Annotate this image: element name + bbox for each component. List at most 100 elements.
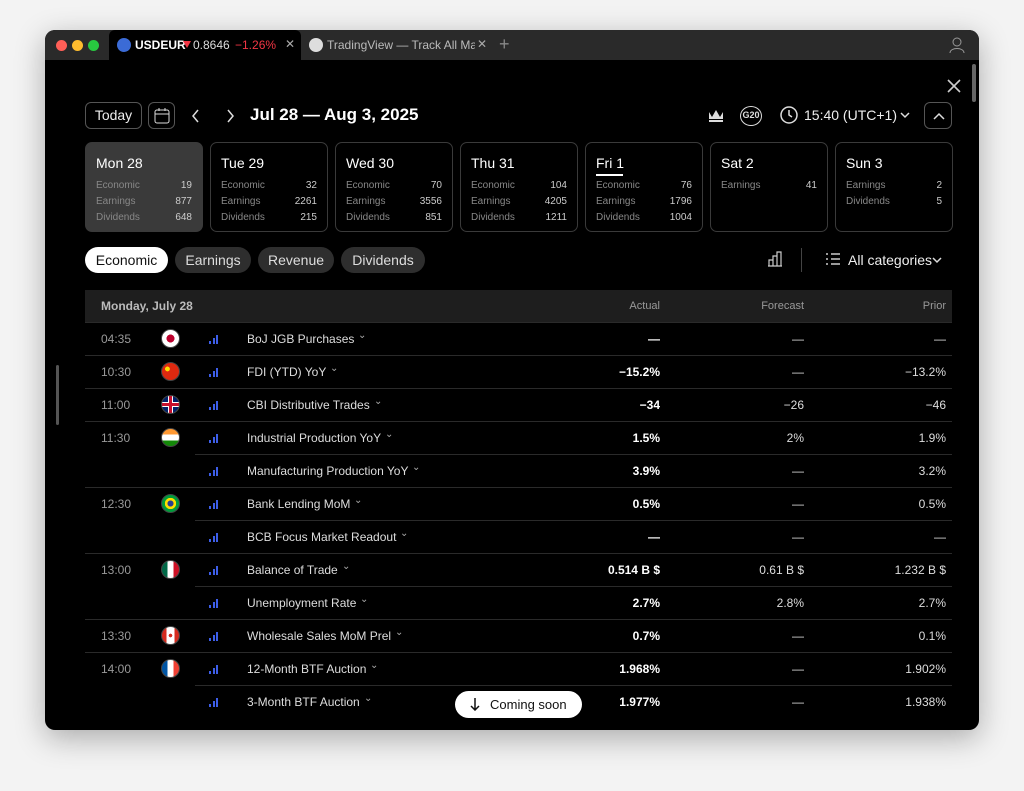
day-card[interactable]: Fri 1 Economic 76 Earnings 1796 Dividends 1004 bbox=[585, 142, 703, 232]
count-value: 5 bbox=[936, 196, 942, 207]
tab-close[interactable]: ✕ bbox=[477, 37, 488, 51]
importance-bar bbox=[212, 536, 215, 542]
count-value: 19 bbox=[180, 180, 192, 191]
day-card[interactable]: Mon 28 Economic 19 Earnings 877 Dividends 648 bbox=[85, 142, 203, 232]
actual-value: — bbox=[648, 530, 660, 544]
count-value: 1211 bbox=[545, 212, 567, 223]
event-row[interactable]: 04:35 BoJ JGB Purchases ⌄ — — — bbox=[85, 322, 952, 355]
count-value: 851 bbox=[425, 212, 442, 223]
close-dot[interactable] bbox=[56, 40, 67, 51]
event-row[interactable]: 13:00 Balance of Trade ⌄ 0.514 B $ 0.61 B $ 1… bbox=[85, 553, 952, 586]
count-value: 2 bbox=[936, 180, 942, 191]
importance-icon bbox=[209, 665, 219, 674]
selected-underline bbox=[596, 174, 623, 176]
filter-pill[interactable]: Revenue bbox=[258, 247, 334, 273]
count-label: Earnings bbox=[346, 196, 386, 207]
event-chevron: ⌄ bbox=[400, 528, 409, 539]
count-label: Dividends bbox=[596, 212, 640, 223]
calendar-button[interactable] bbox=[148, 102, 175, 129]
timezone-chevron[interactable] bbox=[900, 112, 910, 119]
prior-value: 1.9% bbox=[918, 431, 946, 445]
count-label: Earnings bbox=[471, 196, 511, 207]
g20-button[interactable]: G20 bbox=[740, 106, 762, 126]
categories-button[interactable]: All categories bbox=[848, 252, 933, 268]
importance-bar bbox=[216, 335, 218, 344]
count-label: Economic bbox=[471, 180, 515, 191]
event-time: 12:30 bbox=[101, 497, 132, 511]
active-tab[interactable]: USDEUR 0.8646 −1.26% ✕ bbox=[109, 30, 301, 60]
event-row[interactable]: 12:30 Bank Lending MoM ⌄ 0.5% — 0.5% bbox=[85, 487, 952, 520]
day-card[interactable]: Wed 30 Economic 70 Earnings 3556 Dividends 851 bbox=[335, 142, 453, 232]
collapse-button[interactable] bbox=[924, 102, 952, 129]
forecast-value: −26 bbox=[783, 398, 804, 412]
prior-value: −13.2% bbox=[904, 365, 946, 379]
importance-bar bbox=[209, 572, 211, 575]
actual-value: 1.5% bbox=[632, 431, 660, 445]
minimize-dot[interactable] bbox=[72, 40, 83, 51]
event-row[interactable]: 11:00 CBI Distributive Trades ⌄ −34 −26 −46 bbox=[85, 388, 952, 421]
day-card[interactable]: Thu 31 Economic 104 Earnings 4205 Dividends 12… bbox=[460, 142, 578, 232]
coming-soon-toast[interactable]: Coming soon bbox=[455, 691, 582, 718]
event-row[interactable]: 11:30 Industrial Production YoY ⌄ 1.5% 2% 1.9… bbox=[85, 421, 952, 454]
event-chevron: ⌄ bbox=[395, 627, 404, 638]
count-value: 70 bbox=[430, 180, 442, 191]
importance-bar bbox=[212, 371, 215, 377]
importance-bar bbox=[212, 404, 215, 410]
prior-value: — bbox=[934, 332, 946, 346]
crown-icon[interactable] bbox=[708, 108, 724, 122]
row-border bbox=[85, 421, 952, 422]
table-date: Monday, July 28 bbox=[101, 299, 193, 313]
forecast-value: — bbox=[792, 662, 804, 676]
actual-value: −15.2% bbox=[618, 365, 660, 379]
filter-pill[interactable]: Earnings bbox=[175, 247, 251, 273]
prior-value: — bbox=[934, 530, 946, 544]
count-label: Dividends bbox=[96, 212, 140, 223]
count-value: 41 bbox=[805, 180, 817, 191]
filter-pill[interactable]: Dividends bbox=[341, 247, 425, 273]
event-row[interactable]: BCB Focus Market Readout ⌄ — — — bbox=[85, 520, 952, 553]
filter-pill[interactable]: Economic bbox=[85, 247, 168, 273]
chart-icon[interactable] bbox=[767, 251, 783, 267]
country-flag bbox=[161, 362, 180, 381]
row-border bbox=[85, 388, 952, 389]
event-row[interactable]: 13:30 Wholesale Sales MoM Prel ⌄ 0.7% — 0.1% bbox=[85, 619, 952, 652]
importance-bar bbox=[212, 338, 215, 344]
zoom-dot[interactable] bbox=[88, 40, 99, 51]
forecast-value: — bbox=[792, 365, 804, 379]
close-button[interactable] bbox=[947, 79, 961, 93]
next-week[interactable] bbox=[225, 109, 235, 123]
importance-bar bbox=[212, 503, 215, 509]
event-name: 3-Month BTF Auction bbox=[247, 695, 360, 709]
day-card[interactable]: Sun 3 Earnings 2 Dividends 5 bbox=[835, 142, 953, 232]
row-border bbox=[85, 619, 952, 620]
importance-bar bbox=[212, 569, 215, 575]
event-row[interactable]: Manufacturing Production YoY ⌄ 3.9% — 3.2% bbox=[85, 454, 952, 487]
event-row[interactable]: Unemployment Rate ⌄ 2.7% 2.8% 2.7% bbox=[85, 586, 952, 619]
prior-value: 0.1% bbox=[918, 629, 946, 643]
day-card[interactable]: Sat 2 Earnings 41 bbox=[710, 142, 828, 232]
prev-week[interactable] bbox=[191, 109, 201, 123]
importance-bar bbox=[216, 401, 218, 410]
count-value: 215 bbox=[300, 212, 317, 223]
row-border bbox=[85, 487, 952, 488]
count-label: Economic bbox=[346, 180, 390, 191]
timezone[interactable]: 15:40 (UTC+1) bbox=[804, 107, 897, 123]
importance-bar bbox=[209, 407, 211, 410]
new-tab[interactable]: + bbox=[499, 34, 510, 54]
row-border bbox=[85, 553, 952, 554]
event-row[interactable]: 10:30 FDI (YTD) YoY ⌄ −15.2% — −13.2% bbox=[85, 355, 952, 388]
actual-value: 3.9% bbox=[632, 464, 660, 478]
profile-icon[interactable] bbox=[949, 37, 965, 53]
importance-bar bbox=[209, 638, 211, 641]
tab[interactable]: TradingView — Track All Mar ✕ bbox=[303, 30, 493, 60]
event-row[interactable]: 14:00 12-Month BTF Auction ⌄ 1.968% — 1.902% bbox=[85, 652, 952, 685]
importance-bar bbox=[209, 671, 211, 674]
tab-close[interactable]: ✕ bbox=[285, 37, 296, 51]
event-row[interactable]: 3-Month BTF Auction ⌄ 1.977% — 1.938% bbox=[85, 685, 952, 718]
row-border bbox=[195, 586, 952, 587]
day-card[interactable]: Tue 29 Economic 32 Earnings 2261 Dividends 215 bbox=[210, 142, 328, 232]
event-time: 04:35 bbox=[101, 332, 132, 346]
event-chevron: ⌄ bbox=[360, 594, 369, 605]
importance-bar bbox=[212, 437, 215, 443]
today-button[interactable]: Today bbox=[85, 102, 142, 129]
